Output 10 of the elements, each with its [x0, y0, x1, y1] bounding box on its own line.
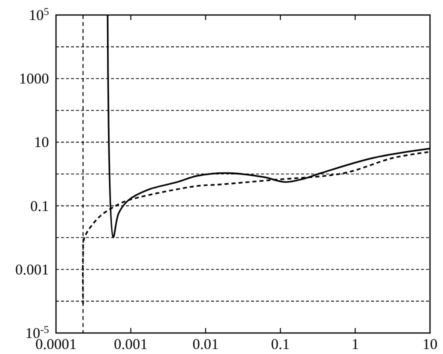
y-tick-label: 10$^{5}$	[28, 6, 49, 24]
y-tick-label: 1000	[19, 72, 49, 88]
y-tick-label: 0.001	[15, 262, 49, 278]
y-tick-label: 0.1	[30, 198, 49, 215]
x-tick-label: 10	[422, 337, 438, 353]
x-tick-label: 1	[351, 337, 359, 353]
x-tick-label: 0.01	[192, 337, 219, 353]
x-tick-label: 0.1	[271, 337, 290, 353]
y-tick-label: 10	[34, 135, 49, 152]
x-tick-label: 0.001	[114, 337, 148, 353]
